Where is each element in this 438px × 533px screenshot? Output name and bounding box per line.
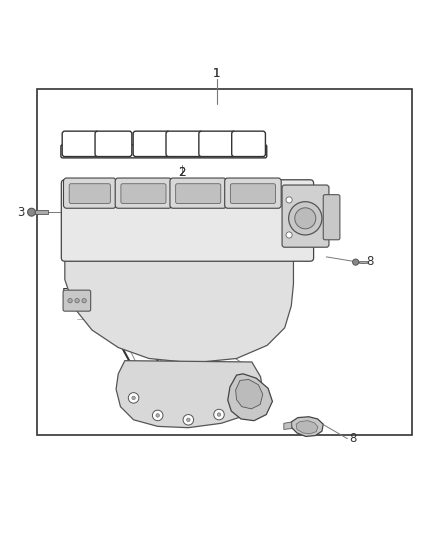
Text: 2: 2 [178, 166, 186, 179]
Circle shape [214, 409, 224, 420]
Circle shape [82, 298, 86, 303]
Circle shape [217, 413, 221, 416]
Circle shape [187, 418, 190, 422]
Text: 1: 1 [213, 67, 221, 80]
FancyBboxPatch shape [61, 180, 314, 261]
FancyBboxPatch shape [166, 131, 203, 157]
Text: 3: 3 [18, 206, 25, 219]
Text: 6: 6 [187, 367, 194, 381]
Polygon shape [228, 374, 272, 421]
Text: 2: 2 [178, 166, 186, 179]
Polygon shape [296, 421, 318, 434]
Circle shape [128, 393, 139, 403]
FancyBboxPatch shape [63, 290, 91, 311]
FancyBboxPatch shape [176, 184, 221, 204]
FancyBboxPatch shape [199, 131, 236, 157]
Circle shape [353, 259, 359, 265]
Circle shape [286, 197, 292, 203]
FancyBboxPatch shape [282, 185, 329, 247]
Text: 1: 1 [213, 67, 221, 80]
FancyBboxPatch shape [95, 131, 132, 157]
FancyBboxPatch shape [69, 184, 110, 204]
Bar [35, 211, 48, 214]
Circle shape [75, 298, 79, 303]
Text: 4: 4 [77, 302, 85, 314]
Polygon shape [236, 379, 263, 409]
FancyBboxPatch shape [225, 178, 281, 208]
FancyBboxPatch shape [323, 195, 340, 240]
Polygon shape [291, 417, 323, 437]
FancyBboxPatch shape [64, 178, 116, 208]
Polygon shape [284, 422, 292, 430]
Text: 8: 8 [367, 255, 374, 268]
FancyBboxPatch shape [61, 145, 267, 158]
Circle shape [152, 410, 163, 421]
FancyBboxPatch shape [62, 131, 99, 157]
Circle shape [295, 208, 316, 229]
FancyBboxPatch shape [115, 178, 172, 208]
FancyBboxPatch shape [133, 131, 170, 157]
Text: 7: 7 [244, 361, 251, 374]
Text: 8: 8 [349, 432, 356, 445]
FancyBboxPatch shape [230, 184, 276, 204]
Circle shape [286, 232, 292, 238]
Circle shape [156, 414, 159, 417]
Circle shape [132, 396, 135, 400]
Polygon shape [116, 361, 263, 427]
FancyBboxPatch shape [232, 131, 265, 157]
Polygon shape [65, 258, 293, 363]
FancyBboxPatch shape [121, 184, 166, 204]
FancyBboxPatch shape [170, 178, 226, 208]
Circle shape [289, 201, 322, 235]
Circle shape [183, 415, 194, 425]
Circle shape [68, 298, 72, 303]
Circle shape [28, 208, 35, 216]
Text: 5: 5 [61, 287, 68, 300]
Bar [37, 89, 412, 435]
Bar [359, 261, 367, 263]
